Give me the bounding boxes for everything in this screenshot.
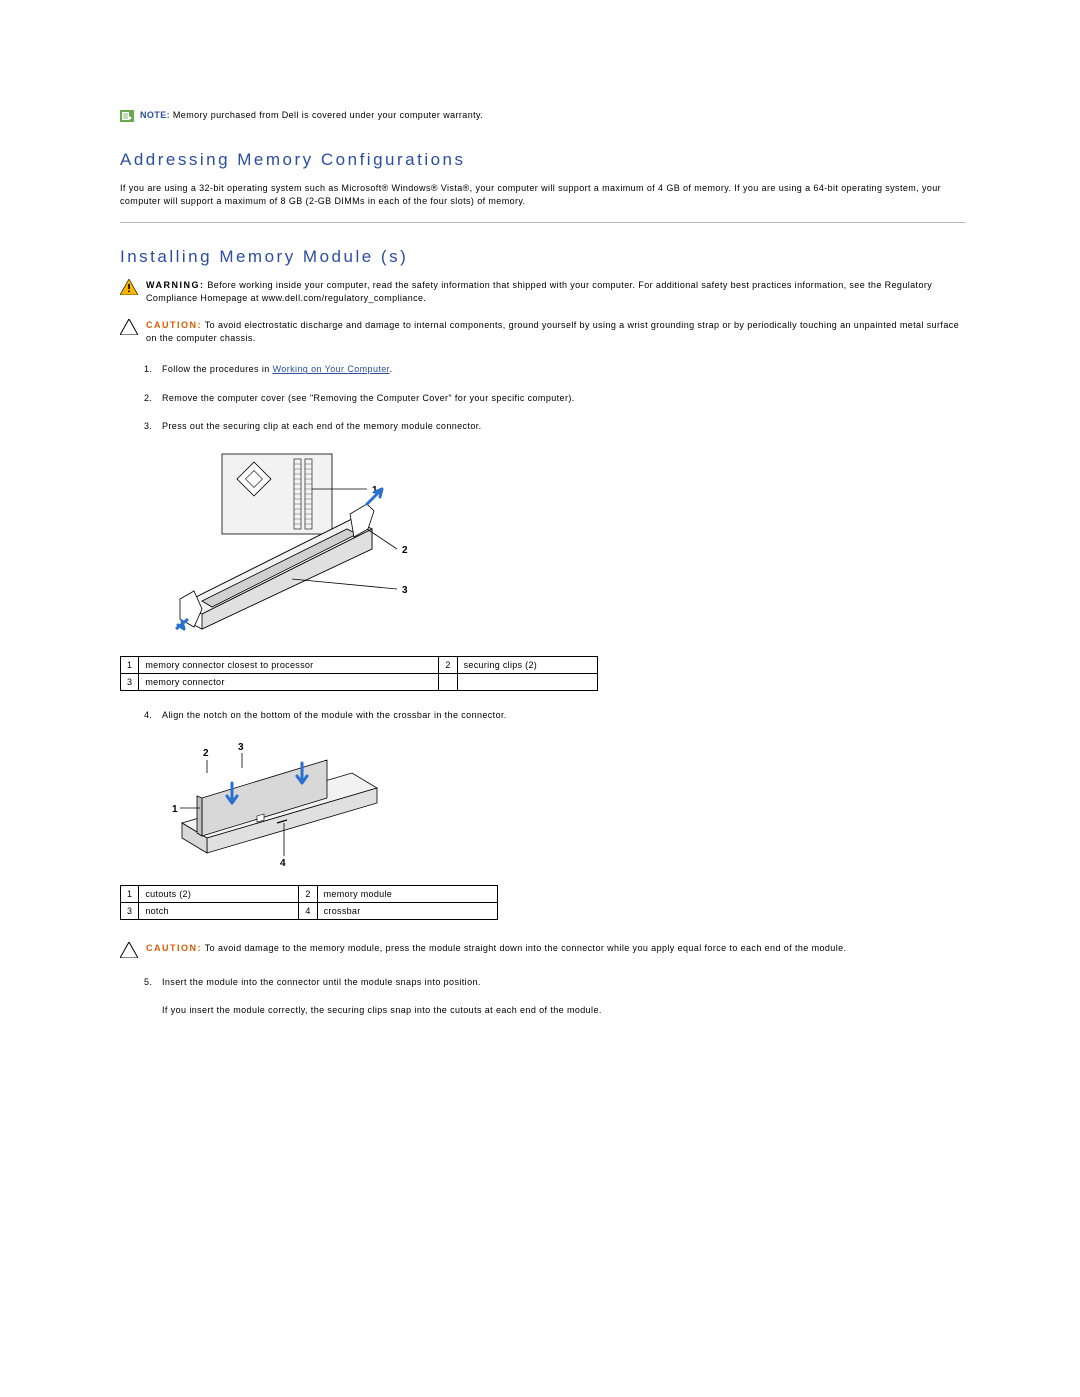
warning-label: WARNING: — [146, 280, 205, 290]
legend1-n1: 1 — [121, 657, 139, 674]
caution2-text: CAUTION: To avoid damage to the memory m… — [146, 942, 846, 955]
legend2-t2: memory module — [317, 885, 497, 902]
step-2: Remove the computer cover (see "Removing… — [144, 392, 965, 405]
legend1-n2: 2 — [439, 657, 457, 674]
legend2-n2: 2 — [299, 885, 317, 902]
table-row: 1 cutouts (2) 2 memory module — [121, 885, 498, 902]
steps-list-3: Insert the module into the connector unt… — [144, 976, 965, 989]
note-callout: NOTE: Memory purchased from Dell is cove… — [120, 110, 965, 122]
page-container: NOTE: Memory purchased from Dell is cove… — [0, 0, 1080, 1087]
svg-text:4: 4 — [280, 858, 286, 868]
caution2-label: CAUTION: — [146, 943, 202, 953]
link-working-on-computer[interactable]: Working on Your Computer — [273, 364, 390, 374]
legend2-n3: 3 — [121, 902, 139, 919]
svg-text:3: 3 — [238, 742, 244, 753]
table-row: 3 notch 4 crossbar — [121, 902, 498, 919]
note-icon — [120, 110, 134, 122]
caution-icon — [120, 942, 138, 958]
diagram-memory-module: 1 2 3 4 — [172, 738, 965, 873]
step-5-note: If you insert the module correctly, the … — [162, 1004, 965, 1017]
table-row: 1 memory connector closest to processor … — [121, 657, 598, 674]
caution1-label: CAUTION: — [146, 320, 202, 330]
warning-callout: WARNING: Before working inside your comp… — [120, 279, 965, 305]
caution2-body: To avoid damage to the memory module, pr… — [205, 943, 847, 953]
step-1-text-a: Follow the procedures in — [162, 364, 273, 374]
divider — [120, 222, 965, 223]
steps-list-2: Align the notch on the bottom of the mod… — [144, 709, 965, 722]
svg-text:3: 3 — [402, 585, 408, 596]
legend2-n1: 1 — [121, 885, 139, 902]
legend2-t1: cutouts (2) — [139, 885, 299, 902]
step-1-text-b: . — [390, 364, 393, 374]
legend1-t1: memory connector closest to processor — [139, 657, 439, 674]
section1-body: If you are using a 32-bit operating syst… — [120, 182, 965, 208]
heading-addressing-memory: Addressing Memory Configurations — [120, 150, 965, 170]
step-1: Follow the procedures in Working on Your… — [144, 363, 965, 376]
steps-list: Follow the procedures in Working on Your… — [144, 363, 965, 433]
warning-text: WARNING: Before working inside your comp… — [146, 279, 965, 305]
diagram-memory-connector: 1 2 3 — [172, 449, 965, 644]
svg-text:2: 2 — [203, 748, 209, 759]
legend2-n4: 4 — [299, 902, 317, 919]
caution1-body: To avoid electrostatic discharge and dam… — [146, 320, 959, 343]
legend1-t3: memory connector — [139, 674, 439, 691]
svg-text:1: 1 — [172, 804, 178, 815]
caution1-callout: CAUTION: To avoid electrostatic discharg… — [120, 319, 965, 345]
legend1-t2: securing clips (2) — [457, 657, 597, 674]
caution1-text: CAUTION: To avoid electrostatic discharg… — [146, 319, 965, 345]
warning-icon — [120, 279, 138, 295]
note-body: Memory purchased from Dell is covered un… — [173, 110, 483, 120]
warning-body: Before working inside your computer, rea… — [146, 280, 932, 303]
caution2-callout: CAUTION: To avoid damage to the memory m… — [120, 942, 965, 958]
table-row: 3 memory connector — [121, 674, 598, 691]
note-text: NOTE: Memory purchased from Dell is cove… — [140, 110, 483, 120]
step-3: Press out the securing clip at each end … — [144, 420, 965, 433]
legend1-n3: 3 — [121, 674, 139, 691]
legend2-t3: notch — [139, 902, 299, 919]
caution-icon — [120, 319, 138, 335]
legend2-t4: crossbar — [317, 902, 497, 919]
step-5: Insert the module into the connector unt… — [144, 976, 965, 989]
legend-table-1: 1 memory connector closest to processor … — [120, 656, 598, 691]
svg-text:2: 2 — [402, 545, 408, 556]
legend-table-2: 1 cutouts (2) 2 memory module 3 notch 4 … — [120, 885, 498, 920]
note-label: NOTE: — [140, 110, 170, 120]
step-4: Align the notch on the bottom of the mod… — [144, 709, 965, 722]
heading-installing-memory: Installing Memory Module (s) — [120, 247, 965, 267]
